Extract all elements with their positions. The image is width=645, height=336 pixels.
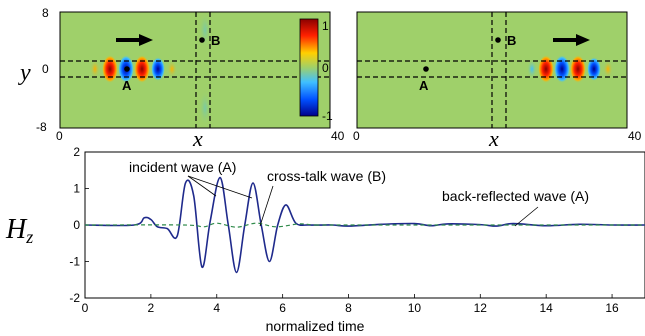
faint-lobe bbox=[199, 12, 211, 48]
plot-series bbox=[84, 176, 645, 274]
right-map-x-axis-label: x bbox=[488, 126, 499, 151]
annotation-leader bbox=[187, 175, 253, 199]
y-tick-label: 1 bbox=[73, 182, 80, 196]
x-tick-label: 8 bbox=[345, 301, 352, 315]
annotation-crosstalk-wave: cross-talk wave (B) bbox=[267, 168, 386, 184]
wave-lobe bbox=[527, 59, 537, 79]
x-tick-label: 0 bbox=[82, 301, 89, 315]
right-arrow-icon bbox=[116, 34, 153, 46]
annotation-leader bbox=[259, 185, 274, 227]
right-map-x-tick-start: 0 bbox=[353, 129, 360, 143]
wave-lobe bbox=[167, 60, 177, 78]
x-axis-ticks: 0 2 4 6 8 10 12 14 16 bbox=[82, 294, 619, 315]
plot-y-axis-label: Hz bbox=[5, 214, 33, 247]
time-domain-plot: 0 2 4 6 8 10 12 14 16 210-1-2 bbox=[69, 145, 645, 315]
left-field-map: A B bbox=[59, 11, 331, 129]
wave-lobe bbox=[603, 60, 613, 78]
wave-lobe bbox=[151, 57, 165, 81]
colorbar-tick-min: -1 bbox=[322, 109, 333, 123]
field-map-y-tick-bottom: -8 bbox=[36, 120, 47, 134]
crosstalk-wave-line bbox=[84, 222, 645, 228]
point-a-label: A bbox=[122, 78, 132, 93]
colorbar-tick-max: 1 bbox=[322, 19, 329, 33]
faint-lobe bbox=[199, 90, 211, 126]
wave-lobe bbox=[570, 55, 586, 83]
x-tick-label: 10 bbox=[408, 301, 422, 315]
wave-lobe bbox=[90, 59, 100, 79]
point-a-label: A bbox=[419, 78, 429, 93]
right-arrow-icon bbox=[553, 34, 590, 46]
x-tick-label: 4 bbox=[213, 301, 220, 315]
x-tick-label: 12 bbox=[474, 301, 488, 315]
point-a-marker bbox=[423, 66, 429, 72]
wave-lobe bbox=[587, 57, 601, 81]
annotation-leader bbox=[514, 206, 539, 227]
point-b-marker bbox=[495, 37, 501, 43]
right-map-x-tick-end: 40 bbox=[628, 129, 642, 143]
annotation-back-reflected-wave: back-reflected wave (A) bbox=[442, 188, 589, 204]
left-map-x-tick-end: 40 bbox=[331, 129, 345, 143]
wave-lobe bbox=[538, 55, 554, 83]
point-b-label: B bbox=[507, 33, 516, 48]
left-map-x-tick-start: 0 bbox=[56, 129, 63, 143]
left-map-x-axis-label: x bbox=[192, 126, 203, 151]
colorbar: 1 0 -1 bbox=[299, 18, 333, 123]
x-tick-label: 2 bbox=[148, 301, 155, 315]
point-a-marker bbox=[124, 66, 130, 72]
x-tick-label: 6 bbox=[279, 301, 286, 315]
y-tick-label: 0 bbox=[73, 218, 80, 232]
left-map-frame bbox=[59, 11, 331, 129]
y-tick-label: -1 bbox=[69, 255, 80, 269]
field-map-y-tick-mid: 0 bbox=[42, 62, 49, 76]
right-field-map: A B bbox=[356, 11, 628, 129]
colorbar-gradient bbox=[299, 18, 319, 117]
wave-lobe bbox=[134, 55, 150, 83]
field-map-y-axis-label: y bbox=[18, 60, 31, 86]
plot-x-axis-label: normalized time bbox=[266, 318, 365, 334]
field-map-y-tick-top: 8 bbox=[42, 6, 49, 20]
x-tick-label: 16 bbox=[605, 301, 619, 315]
wave-lobe bbox=[554, 55, 570, 83]
annotation-incident-wave: incident wave (A) bbox=[129, 159, 236, 175]
annotation-leader bbox=[187, 175, 217, 197]
right-wave-packet bbox=[527, 55, 613, 83]
x-tick-label: 14 bbox=[539, 301, 553, 315]
right-map-frame bbox=[356, 11, 628, 129]
y-tick-label: 2 bbox=[73, 145, 80, 159]
y-tick-label: -2 bbox=[69, 291, 80, 305]
point-b-label: B bbox=[211, 33, 220, 48]
wave-lobe bbox=[102, 55, 118, 83]
point-b-marker bbox=[199, 37, 205, 43]
left-map-background bbox=[60, 12, 330, 128]
colorbar-tick-zero: 0 bbox=[322, 61, 329, 75]
